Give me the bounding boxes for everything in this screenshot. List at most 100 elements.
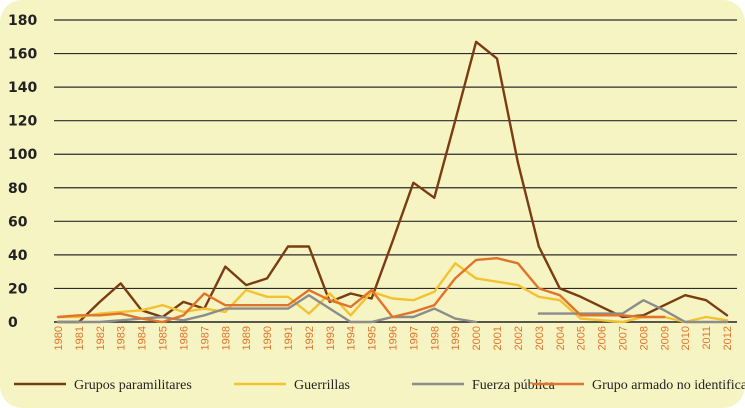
data-point: [203, 292, 206, 295]
data-point: [621, 312, 624, 315]
x-tick-label: 2004: [555, 326, 567, 350]
data-point: [538, 245, 540, 248]
x-tick-label: 1992: [304, 326, 316, 350]
data-point: [245, 307, 247, 310]
data-point: [287, 245, 289, 248]
x-tick-label: 1990: [262, 326, 274, 350]
data-point: [391, 240, 394, 243]
data-point: [621, 316, 624, 318]
x-tick-label: 2007: [617, 326, 629, 350]
data-point: [412, 316, 415, 318]
data-point: [308, 312, 310, 315]
y-tick-label: 100: [8, 147, 37, 163]
x-tick-label: 1994: [346, 326, 358, 350]
data-point: [266, 304, 268, 307]
data-point: [433, 307, 436, 310]
data-point: [224, 307, 227, 310]
x-tick-label: 2012: [722, 326, 734, 350]
data-point: [99, 321, 101, 323]
data-point: [266, 277, 268, 280]
data-point: [182, 319, 185, 322]
x-tick-label: 2002: [513, 326, 525, 350]
data-point: [370, 321, 373, 323]
data-point: [600, 312, 603, 315]
data-point: [496, 257, 498, 260]
y-tick-label: 160: [8, 47, 37, 63]
x-tick-label: 1989: [241, 326, 253, 350]
data-point: [78, 316, 80, 318]
data-point: [119, 312, 122, 315]
data-point: [705, 321, 707, 323]
data-point: [705, 316, 707, 318]
data-point: [349, 306, 352, 308]
x-tick-label: 1983: [116, 326, 128, 350]
y-tick-label: 60: [8, 214, 28, 230]
data-point: [559, 312, 561, 315]
data-point: [119, 311, 122, 313]
data-point: [642, 314, 645, 317]
data-point: [454, 262, 457, 265]
data-point: [224, 304, 227, 307]
data-point: [78, 314, 80, 317]
data-point: [684, 294, 686, 297]
data-point: [182, 311, 185, 313]
series-0: [56, 40, 729, 324]
data-point: [245, 289, 247, 291]
data-point: [433, 291, 436, 293]
data-point: [454, 119, 457, 122]
data-point: [266, 307, 268, 310]
data-point: [245, 284, 247, 286]
x-tick-label: 2003: [534, 326, 546, 350]
y-tick-label: 0: [8, 315, 18, 331]
data-point: [57, 321, 59, 323]
data-point: [621, 321, 624, 323]
y-tick-label: 180: [8, 13, 37, 29]
x-tick-label: 1991: [283, 326, 295, 350]
data-point: [99, 301, 101, 303]
x-axis-ticks: 1980 1981 1982 1983 1984 1985 1986 1987 1988 1989…: [53, 326, 734, 350]
data-point: [245, 304, 247, 307]
legend-label: Guerrillas: [294, 378, 350, 393]
data-point: [119, 282, 122, 285]
series-line: [56, 40, 729, 324]
data-point: [182, 301, 185, 303]
data-point: [412, 311, 415, 313]
data-point: [57, 316, 59, 318]
x-tick-label: 1984: [137, 326, 149, 350]
data-point: [161, 316, 164, 318]
data-point: [475, 277, 477, 280]
data-point: [663, 309, 666, 312]
data-point: [454, 317, 457, 320]
y-tick-label: 20: [8, 281, 28, 297]
data-point: [308, 294, 310, 297]
data-point: [642, 299, 645, 302]
data-point: [99, 314, 101, 317]
data-point: [78, 321, 80, 323]
data-point: [726, 314, 728, 317]
data-point: [329, 307, 331, 310]
data-point: [161, 304, 164, 307]
series-line: [56, 262, 729, 324]
data-point: [391, 316, 394, 318]
x-tick-label: 2011: [701, 326, 713, 350]
data-point: [266, 296, 268, 298]
data-point: [140, 309, 143, 312]
data-point: [726, 321, 728, 323]
x-tick-label: 1998: [429, 326, 441, 350]
data-point: [600, 306, 603, 308]
data-point: [391, 297, 394, 300]
data-point: [496, 57, 498, 60]
x-tick-label: 1982: [95, 326, 107, 350]
data-point: [329, 299, 331, 302]
data-point: [119, 319, 122, 322]
data-point: [517, 284, 519, 286]
data-point: [726, 319, 728, 322]
x-tick-label: 2000: [471, 326, 483, 350]
data-point: [329, 292, 331, 295]
data-point: [412, 181, 415, 184]
data-point: [140, 317, 143, 320]
data-point: [308, 289, 310, 291]
data-point: [663, 304, 666, 307]
data-point: [496, 280, 498, 283]
